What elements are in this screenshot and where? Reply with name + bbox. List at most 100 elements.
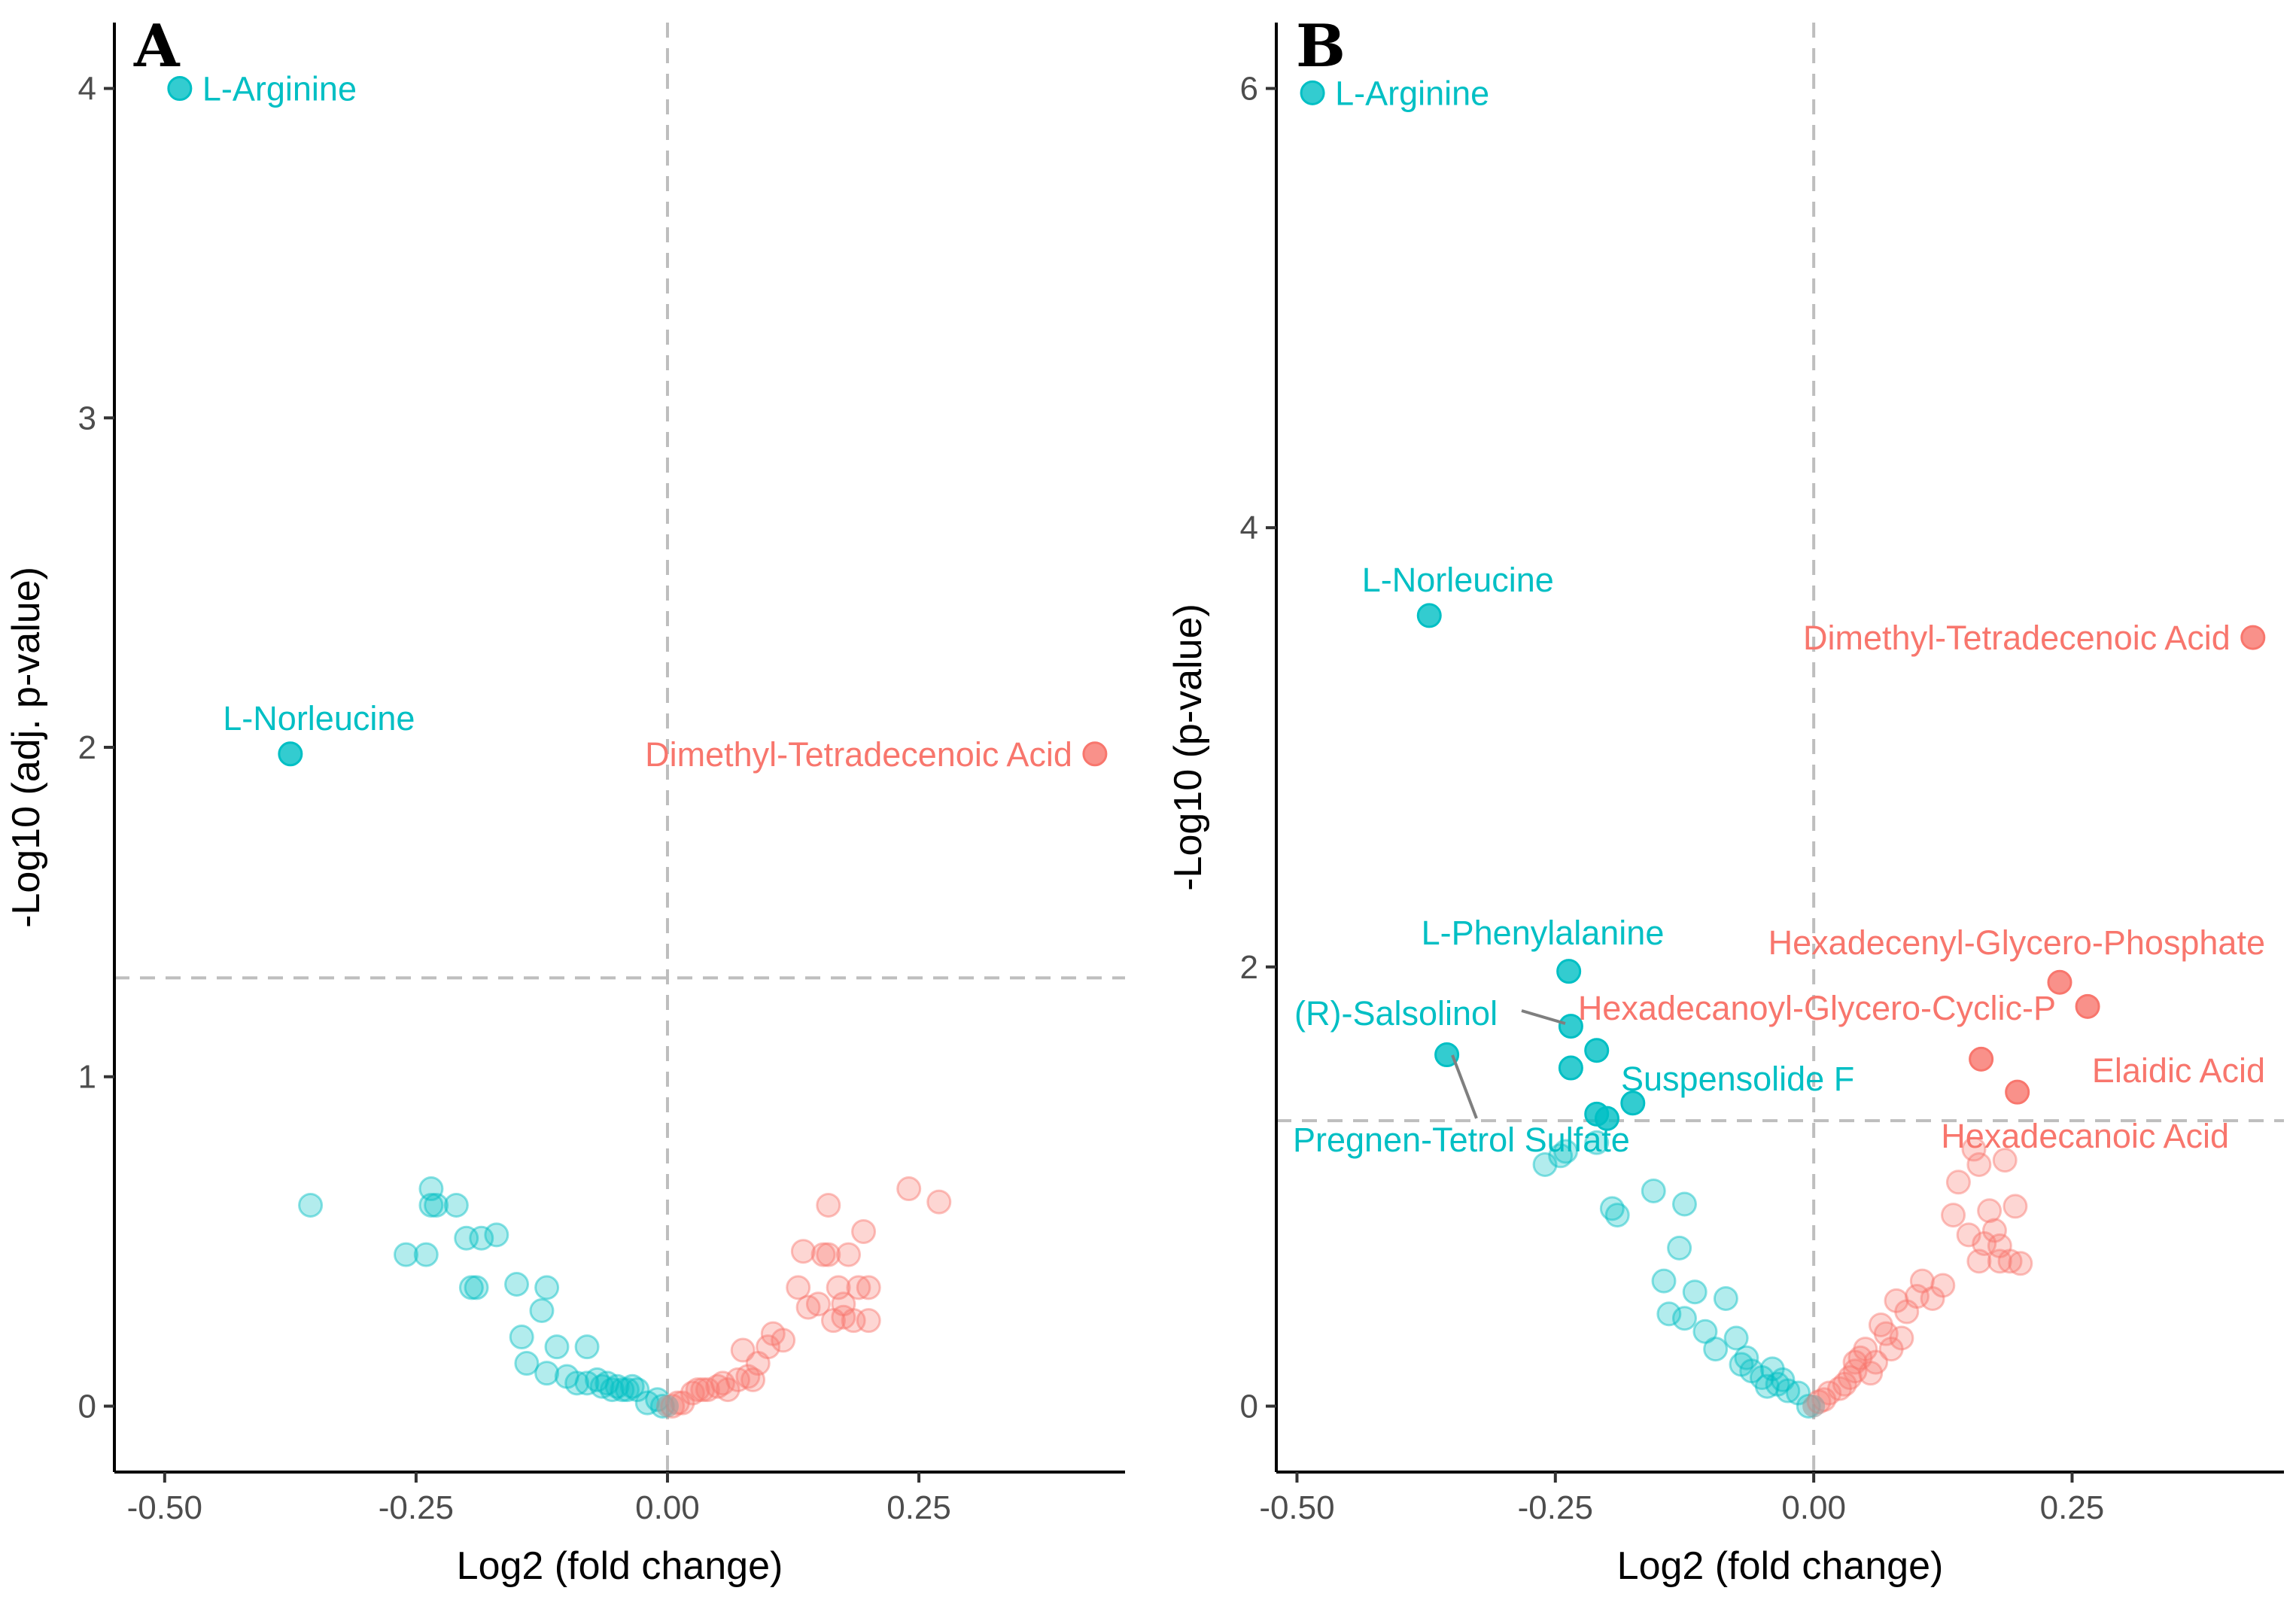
data-point-nonsignificant [595, 1370, 620, 1396]
data-point-nonsignificant [1930, 1273, 1956, 1298]
data-point-nonsignificant [1765, 1371, 1790, 1397]
data-point-nonsignificant [760, 1321, 786, 1346]
point-label: Suspensolide F [1621, 1060, 1854, 1098]
data-point-nonsignificant [856, 1275, 881, 1300]
x-tick-label: 0.25 [2040, 1489, 2105, 1526]
y-tick-label: 4 [78, 71, 96, 108]
data-point-nonsignificant [1729, 1352, 1754, 1377]
data-point-nonsignificant [599, 1377, 625, 1403]
y-axis-title: -Log10 (adj. p-value) [5, 567, 48, 928]
data-point-nonsignificant [1671, 1306, 1697, 1331]
x-tick-label: -0.50 [1259, 1489, 1334, 1526]
data-point-nonsignificant [1703, 1337, 1729, 1362]
panel-letter: A [133, 12, 181, 81]
data-point-nonsignificant [424, 1192, 449, 1218]
data-point-nonsignificant [725, 1367, 751, 1392]
point-label: L-Arginine [1335, 74, 1489, 112]
x-tick-label: -0.25 [379, 1489, 454, 1526]
data-point-nonsignificant [619, 1373, 645, 1399]
data-point-nonsignificant [926, 1189, 952, 1215]
data-point-nonsignificant [509, 1325, 534, 1350]
data-point-significant [2047, 969, 2072, 995]
data-point-nonsignificant [625, 1377, 650, 1403]
data-point-significant [2075, 993, 2100, 1019]
data-point-nonsignificant [615, 1377, 640, 1403]
data-point-nonsignificant [1878, 1337, 1904, 1362]
y-tick-label: 3 [78, 400, 96, 436]
data-point-nonsignificant [529, 1298, 555, 1324]
data-point-nonsignificant [1863, 1349, 1889, 1375]
data-point-nonsignificant [1909, 1268, 1935, 1294]
data-point-nonsignificant [1945, 1170, 1971, 1195]
x-tick-label: 0.00 [635, 1489, 700, 1526]
data-point-nonsignificant [458, 1275, 484, 1300]
data-point-nonsignificant [1842, 1358, 1868, 1384]
data-point-nonsignificant [685, 1377, 710, 1403]
data-point-nonsignificant [534, 1275, 560, 1300]
data-point-significant [1416, 603, 1442, 628]
data-point-nonsignificant [805, 1291, 831, 1317]
data-point-nonsignificant [831, 1291, 856, 1317]
data-point-nonsignificant [1532, 1151, 1558, 1177]
data-point-nonsignificant [1548, 1143, 1574, 1169]
data-point-nonsignificant [604, 1373, 630, 1399]
data-point-significant [1969, 1046, 1994, 1072]
x-tick-label: 0.25 [886, 1489, 951, 1526]
data-point-nonsignificant [1842, 1349, 1868, 1375]
data-point-nonsignificant [1972, 1231, 1997, 1257]
data-point-nonsignificant [610, 1377, 635, 1403]
data-point-nonsignificant [810, 1242, 836, 1267]
data-point-nonsignificant [1775, 1378, 1801, 1404]
data-point-nonsignificant [795, 1294, 821, 1320]
point-label: Hexadecanoic Acid [1941, 1117, 2229, 1155]
data-point-nonsignificant [1826, 1376, 1852, 1401]
data-point-nonsignificant [1671, 1191, 1697, 1217]
data-point-nonsignificant [1873, 1321, 1899, 1346]
data-point-nonsignificant [298, 1192, 324, 1218]
data-point-nonsignificant [1977, 1198, 2003, 1224]
panel-letter: B [1296, 12, 1346, 81]
data-point-nonsignificant [740, 1367, 766, 1392]
data-point-nonsignificant [841, 1308, 866, 1334]
data-point-significant [1558, 1014, 1583, 1039]
data-point-nonsignificant [534, 1361, 560, 1386]
data-point-nonsignificant [1858, 1361, 1884, 1386]
data-point-nonsignificant [1734, 1345, 1759, 1370]
x-tick-label: -0.50 [127, 1489, 202, 1526]
x-tick-label: 0.00 [1781, 1489, 1846, 1526]
data-point-nonsignificant [514, 1351, 540, 1376]
data-point-nonsignificant [745, 1351, 771, 1376]
data-point-nonsignificant [1651, 1268, 1677, 1294]
data-point-origin [1802, 1395, 1826, 1418]
data-point-nonsignificant [443, 1192, 469, 1218]
data-point-nonsignificant [816, 1242, 841, 1267]
data-point-nonsignificant [1553, 1139, 1579, 1164]
x-axis-title: Log2 (fold change) [1617, 1544, 1944, 1588]
data-point-nonsignificant [1770, 1367, 1796, 1392]
y-tick-label: 1 [78, 1059, 96, 1096]
data-point-significant [1558, 1055, 1583, 1081]
data-point-nonsignificant [846, 1275, 871, 1300]
data-point-significant [1594, 1106, 1619, 1131]
data-point-nonsignificant [1847, 1345, 1873, 1370]
data-point-significant [2240, 625, 2266, 650]
data-point-nonsignificant [1853, 1337, 1878, 1362]
data-point-nonsignificant [394, 1242, 419, 1267]
data-point-nonsignificant [1966, 1151, 1992, 1177]
data-point-significant [278, 741, 303, 767]
data-point-nonsignificant [730, 1337, 756, 1363]
point-label: Dimethyl-Tetradecenoic Acid [1803, 619, 2231, 657]
data-point-nonsignificant [1723, 1325, 1749, 1351]
data-point-nonsignificant [1692, 1319, 1718, 1344]
point-label: Hexadecenyl-Glycero-Phosphate [1768, 923, 2265, 962]
data-point-nonsignificant [1749, 1365, 1774, 1391]
data-point-nonsignificant [1956, 1222, 1981, 1248]
data-point-nonsignificant [1981, 1218, 2007, 1243]
data-point-nonsignificant [1961, 1136, 1987, 1162]
panel-a: -0.50 -0.25 0.00 0.25 0 1 2 3 4 Log2 (fold change… [5, 12, 1125, 1588]
data-point-nonsignificant [574, 1370, 600, 1396]
y-tick-label: 0 [78, 1388, 96, 1425]
data-point-nonsignificant [1713, 1285, 1738, 1311]
label-leader-line [1451, 1054, 1478, 1119]
data-point-nonsignificant [1868, 1312, 1893, 1337]
